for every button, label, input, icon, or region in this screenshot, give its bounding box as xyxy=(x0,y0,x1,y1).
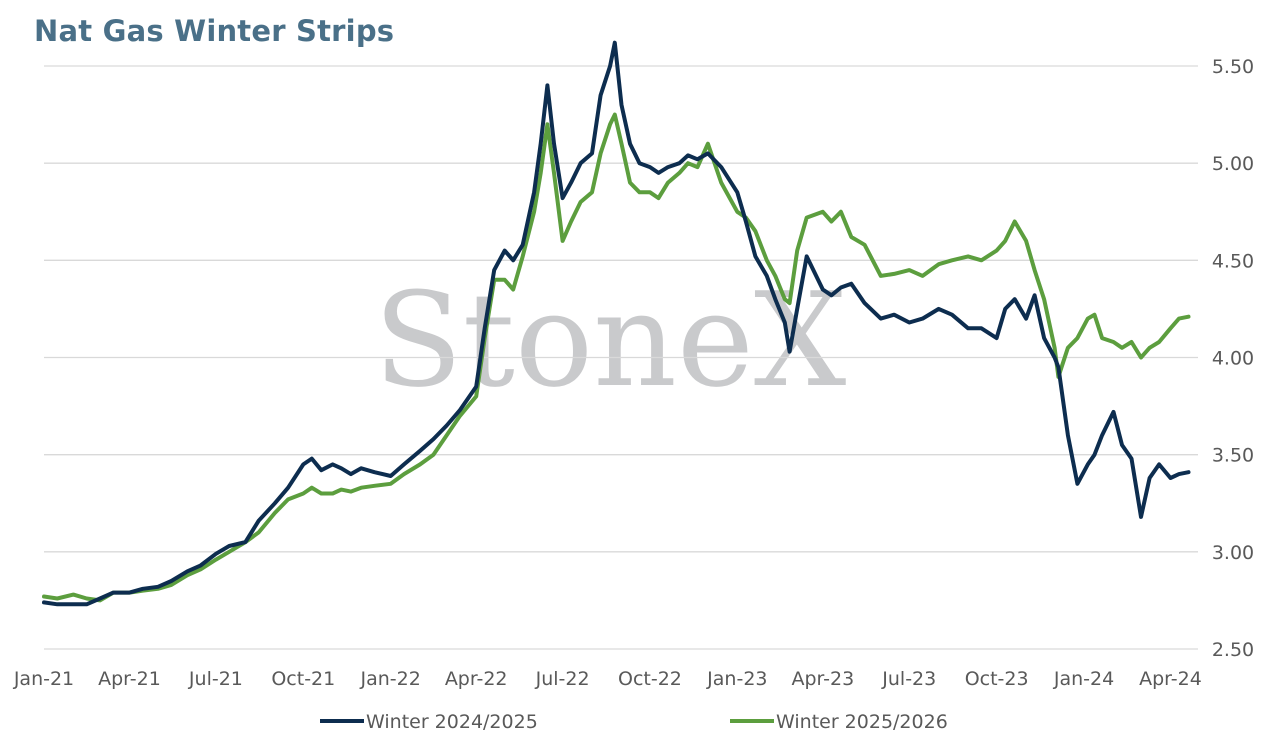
x-tick-label: Apr-23 xyxy=(791,668,854,690)
x-tick-label: Jan-21 xyxy=(13,668,74,690)
series-lines xyxy=(42,40,1191,607)
x-tick-label: Apr-22 xyxy=(445,668,508,690)
x-tick-label: Jan-22 xyxy=(360,668,421,690)
y-tick-label: 4.50 xyxy=(1212,250,1254,272)
x-tick-label: Oct-22 xyxy=(618,668,682,690)
y-tick-label: 5.50 xyxy=(1212,56,1254,78)
y-tick-label: 3.50 xyxy=(1212,445,1254,467)
x-tick-label: Jul-22 xyxy=(535,668,590,690)
gridlines xyxy=(44,65,1198,650)
x-tick-label: Jan-24 xyxy=(1053,668,1114,690)
x-tick-label: Apr-21 xyxy=(98,668,161,690)
x-tick-label: Apr-24 xyxy=(1139,668,1202,690)
watermark-text: StoneX xyxy=(374,264,847,416)
y-tick-label: 5.00 xyxy=(1212,153,1254,175)
x-tick-label: Jul-23 xyxy=(881,668,936,690)
y-tick-label: 2.50 xyxy=(1212,639,1254,661)
x-tick-label: Jan-23 xyxy=(706,668,767,690)
series-line-0 xyxy=(42,40,1191,607)
series-line-1 xyxy=(42,112,1191,603)
y-axis-ticks: 2.50 3.00 3.50 4.00 4.50 5.00 5.50 xyxy=(1212,56,1254,661)
y-tick-label: 3.00 xyxy=(1212,542,1254,564)
legend: Winter 2024/2025 Winter 2025/2026 xyxy=(320,711,948,733)
x-axis-ticks: Jan-21 Apr-21 Jul-21 Oct-21 Jan-22 Apr-22 Jul-… xyxy=(13,668,1202,690)
y-tick-label: 4.00 xyxy=(1212,348,1254,370)
chart-title: Nat Gas Winter Strips xyxy=(34,14,395,48)
legend-label-1: Winter 2025/2026 xyxy=(776,711,948,733)
x-tick-label: Oct-21 xyxy=(271,668,335,690)
x-tick-label: Oct-23 xyxy=(965,668,1029,690)
legend-label-0: Winter 2024/2025 xyxy=(366,711,538,733)
x-tick-label: Jul-21 xyxy=(188,668,243,690)
